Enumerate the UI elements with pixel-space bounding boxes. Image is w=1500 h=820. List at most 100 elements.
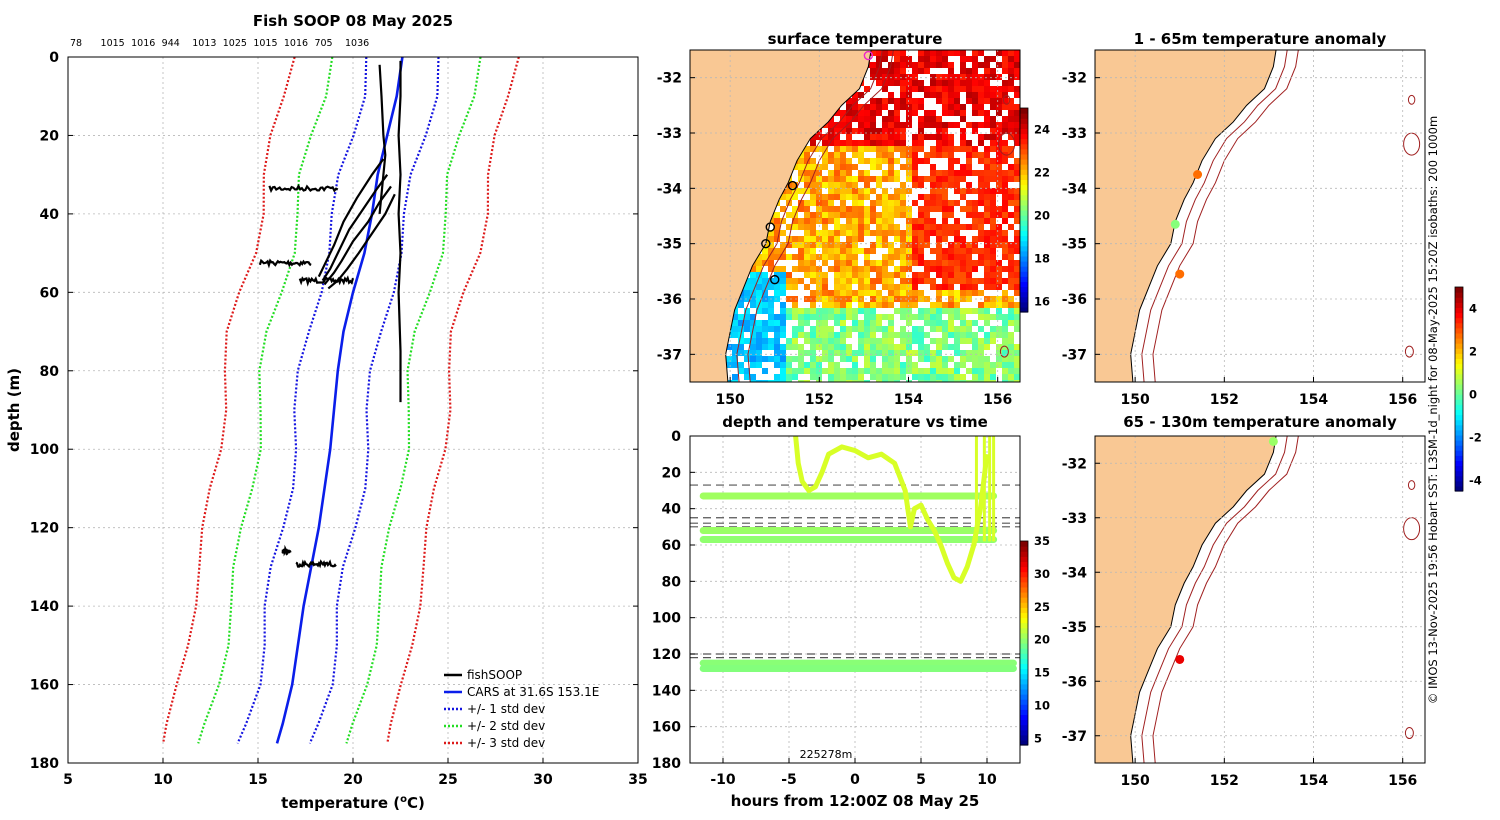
sst-pixel bbox=[948, 344, 954, 350]
sst-pixel bbox=[984, 86, 990, 92]
sst-pixel bbox=[804, 158, 810, 164]
sst-pixel bbox=[750, 284, 756, 290]
sst-pixel bbox=[954, 308, 960, 314]
anomaly-shallow-panel: 150 152 154 156-32-33-34-35-36-37 1 - 65m t… bbox=[1062, 30, 1426, 408]
sst-pixel bbox=[990, 86, 996, 92]
sst-pixel bbox=[810, 356, 816, 362]
sst-pixel bbox=[858, 116, 864, 122]
lat-tick-label: -35 bbox=[1062, 620, 1087, 636]
sst-pixel bbox=[948, 356, 954, 362]
legend-label-std2: +/- 2 std dev bbox=[467, 719, 545, 733]
sst-pixel bbox=[1002, 290, 1008, 296]
sst-pixel bbox=[888, 332, 894, 338]
sst-pixel bbox=[912, 176, 918, 182]
sst-pixel bbox=[942, 236, 948, 242]
sst-pixel bbox=[984, 176, 990, 182]
top-count-label: 944 bbox=[162, 38, 180, 49]
sst-pixel bbox=[786, 254, 792, 260]
sst-pixel bbox=[870, 164, 876, 170]
sst-pixel bbox=[906, 236, 912, 242]
sst-pixel bbox=[978, 170, 984, 176]
sst-pixel bbox=[906, 86, 912, 92]
sst-pixel bbox=[816, 236, 822, 242]
sst-pixel bbox=[960, 380, 966, 382]
sst-pixel bbox=[936, 242, 942, 248]
sst-pixel bbox=[1014, 350, 1020, 356]
sst-pixel bbox=[900, 122, 906, 128]
sst-pixel bbox=[810, 326, 816, 332]
sst-pixel bbox=[774, 218, 780, 224]
sst-pixel bbox=[846, 332, 852, 338]
sst-pixel bbox=[906, 212, 912, 218]
sst-pixel bbox=[906, 224, 912, 230]
sst-pixel bbox=[870, 302, 876, 308]
sst-pixel bbox=[942, 128, 948, 134]
sst-pixel bbox=[822, 314, 828, 320]
sst-pixel bbox=[954, 80, 960, 86]
y-tick-label: 160 bbox=[30, 678, 59, 694]
sst-pixel bbox=[828, 332, 834, 338]
sst-pixel bbox=[948, 230, 954, 236]
sst-pixel bbox=[900, 146, 906, 152]
sst-pixel bbox=[912, 140, 918, 146]
hour-tick-label: 10 bbox=[977, 772, 997, 788]
sst-pixel bbox=[906, 116, 912, 122]
sst-pixel bbox=[900, 272, 906, 278]
sst-pixel bbox=[1014, 122, 1020, 128]
sst-pixel bbox=[750, 266, 756, 272]
sst-colorbar-segment bbox=[1020, 153, 1028, 160]
sst-pixel bbox=[972, 308, 978, 314]
sst-pixel bbox=[984, 188, 990, 194]
sst-pixel bbox=[792, 368, 798, 374]
sst-pixel bbox=[828, 134, 834, 140]
sst-pixel bbox=[852, 254, 858, 260]
sst-pixel bbox=[942, 320, 948, 326]
sst-pixel bbox=[840, 320, 846, 326]
sst-pixel bbox=[852, 182, 858, 188]
sst-pixel bbox=[864, 290, 870, 296]
sst-pixel bbox=[912, 98, 918, 104]
sst-pixel bbox=[930, 74, 936, 80]
sst-pixel bbox=[852, 260, 858, 266]
sst-pixel bbox=[1014, 62, 1020, 68]
top-count-label: 1016 bbox=[131, 38, 155, 49]
lat-tick-label: -37 bbox=[1062, 729, 1087, 745]
sst-pixel bbox=[762, 380, 768, 382]
sst-pixel bbox=[906, 260, 912, 266]
sst-pixel bbox=[942, 170, 948, 176]
fishsoop-cluster bbox=[258, 258, 312, 269]
sst-pixel bbox=[978, 308, 984, 314]
sst-pixel bbox=[900, 92, 906, 98]
sst-pixel bbox=[942, 308, 948, 314]
sst-pixel bbox=[864, 308, 870, 314]
sst-pixel bbox=[738, 362, 744, 368]
sst-pixel bbox=[750, 380, 756, 382]
sst-pixel bbox=[984, 182, 990, 188]
sst-pixel bbox=[822, 272, 828, 278]
sst-pixel bbox=[822, 332, 828, 338]
temp-colorbar-segment bbox=[1020, 586, 1028, 593]
sst-pixel bbox=[942, 332, 948, 338]
sst-pixel bbox=[846, 122, 852, 128]
sst-pixel bbox=[816, 170, 822, 176]
temp-colorbar-segment bbox=[1020, 602, 1028, 608]
sst-pixel bbox=[804, 272, 810, 278]
depth-tick-label: 60 bbox=[662, 538, 682, 554]
sst-pixel bbox=[918, 242, 924, 248]
profile-title: Fish SOOP 08 May 2025 bbox=[253, 12, 453, 30]
sst-pixel bbox=[1008, 368, 1014, 374]
sst-pixel bbox=[960, 194, 966, 200]
sst-pixel bbox=[852, 242, 858, 248]
sst-pixel bbox=[840, 140, 846, 146]
sst-pixel bbox=[846, 308, 852, 314]
sst-colorbar-segment bbox=[1020, 281, 1028, 288]
sst-pixel bbox=[936, 152, 942, 158]
sst-pixel bbox=[816, 206, 822, 212]
sst-colorbar-segment bbox=[1020, 143, 1028, 150]
lat-tick-label: -33 bbox=[1062, 126, 1087, 142]
temp-colorbar-segment bbox=[1020, 724, 1028, 731]
sst-pixel bbox=[828, 212, 834, 218]
sst-pixel bbox=[984, 248, 990, 254]
sst-pixel bbox=[1002, 176, 1008, 182]
